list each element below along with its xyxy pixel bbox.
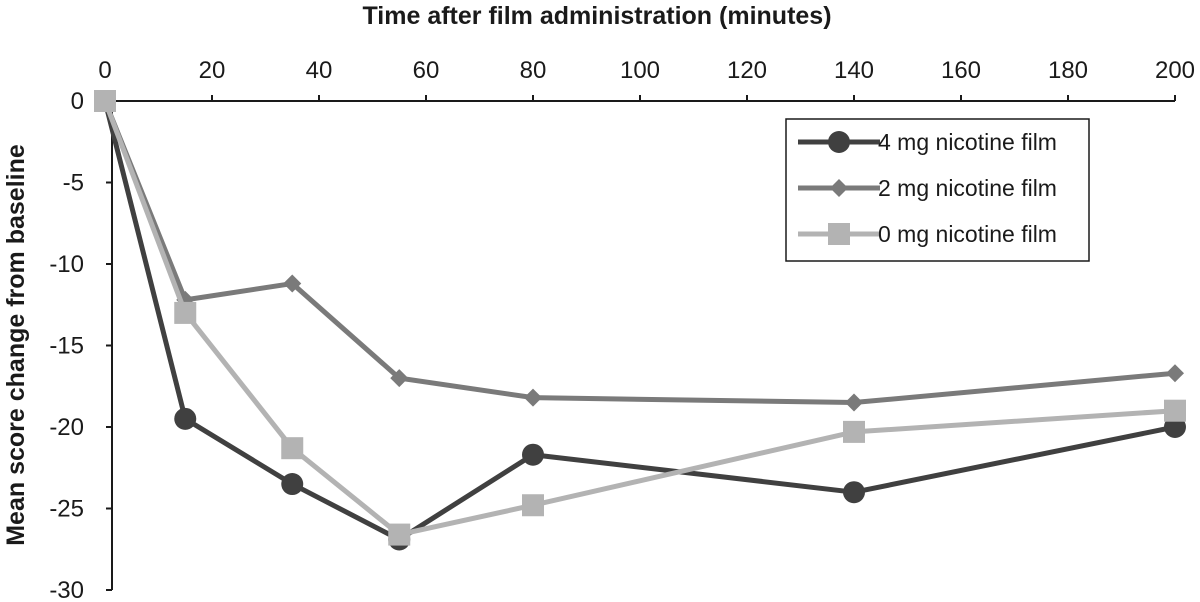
legend-label-0-mg-nicotine-film: 0 mg nicotine film xyxy=(878,221,1057,247)
y-tick-label: -25 xyxy=(49,496,84,523)
data-point-0-mg-nicotine-film xyxy=(281,437,304,460)
x-tick-label: 100 xyxy=(620,57,660,84)
x-tick-label: 200 xyxy=(1155,57,1195,84)
legend-marker-0-mg-nicotine-film xyxy=(828,223,850,245)
data-point-2-mg-nicotine-film xyxy=(524,388,542,407)
x-tick-label: 60 xyxy=(413,57,440,84)
data-point-4-mg-nicotine-film xyxy=(174,407,197,430)
x-tick-label: 40 xyxy=(306,57,333,84)
data-point-0-mg-nicotine-film xyxy=(174,301,197,324)
x-axis-title: Time after film administration (minutes) xyxy=(362,2,831,30)
x-tick-label: 20 xyxy=(199,57,226,84)
data-point-0-mg-nicotine-film xyxy=(1164,399,1186,422)
data-point-0-mg-nicotine-film xyxy=(388,523,411,546)
data-point-2-mg-nicotine-film xyxy=(1166,364,1184,383)
x-tick-label: 140 xyxy=(834,57,874,84)
y-tick-label: -15 xyxy=(49,333,84,360)
data-point-2-mg-nicotine-film xyxy=(390,369,409,388)
legend-label-2-mg-nicotine-film: 2 mg nicotine film xyxy=(878,175,1057,201)
data-point-4-mg-nicotine-film xyxy=(522,443,544,466)
y-tick-label: -10 xyxy=(49,251,84,278)
data-point-2-mg-nicotine-film xyxy=(845,393,863,412)
data-point-0-mg-nicotine-film xyxy=(94,90,116,112)
plot-area xyxy=(94,90,1186,551)
x-tick-label: 0 xyxy=(98,57,111,84)
x-tick-label: 80 xyxy=(520,57,547,84)
x-tick-label: 120 xyxy=(727,57,767,84)
data-point-0-mg-nicotine-film xyxy=(522,494,544,517)
y-tick-label: -20 xyxy=(49,414,84,441)
legend-marker-4-mg-nicotine-film xyxy=(828,131,850,153)
y-axis-title: Mean score change from baseline xyxy=(2,144,30,546)
data-point-0-mg-nicotine-film xyxy=(843,420,865,443)
data-point-2-mg-nicotine-film xyxy=(283,274,302,293)
x-tick-label: 160 xyxy=(941,57,981,84)
legend: 4 mg nicotine film 2 mg nicotine film 0 mg… xyxy=(785,118,1090,262)
data-point-4-mg-nicotine-film xyxy=(843,481,865,504)
x-tick-label: 180 xyxy=(1048,57,1088,84)
y-tick-label: 0 xyxy=(71,88,84,115)
data-point-4-mg-nicotine-film xyxy=(281,473,304,496)
y-tick-label: -30 xyxy=(49,577,84,602)
legend-marker-2-mg-nicotine-film xyxy=(830,179,848,197)
legend-label-4-mg-nicotine-film: 4 mg nicotine film xyxy=(878,129,1057,155)
y-tick-label: -5 xyxy=(63,170,84,197)
